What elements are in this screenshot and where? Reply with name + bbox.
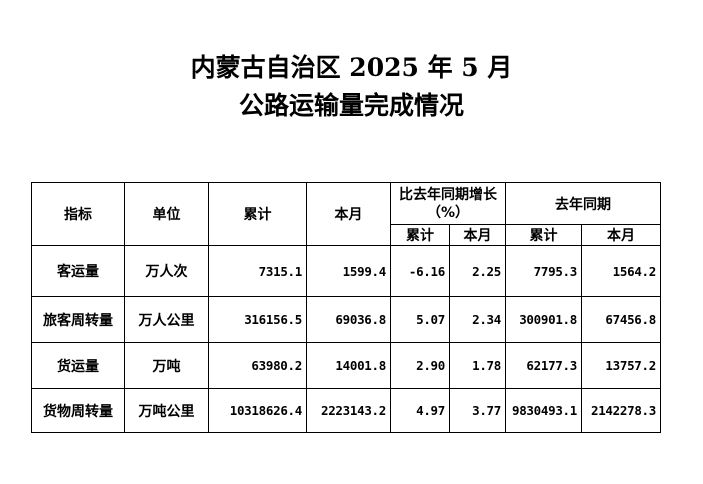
cell-unit: 万吨公里 [124,388,209,433]
table-row: 货物周转量 万吨公里 10318626.4 2223143.2 4.97 3.7… [31,388,661,433]
title-line-1: 内蒙古自治区 2025 年 5 月 [190,53,513,82]
header-last-year: 去年同期 [505,182,661,225]
cell-growth-cumulative: 2.90 [390,342,450,389]
header-row: 指标 单位 累计 本月 比去年同期增长（%） 去年同期 [31,182,661,246]
table-row: 货运量 万吨 63980.2 14001.8 2.90 1.78 62177.3… [31,342,661,389]
cell-ly-month: 2142278.3 [581,388,661,433]
cell-month: 1599.4 [306,245,391,297]
cell-ly-month: 1564.2 [581,245,661,297]
cell-cumulative: 63980.2 [208,342,307,389]
cell-ly-cumulative: 9830493.1 [505,388,582,433]
cell-unit: 万人次 [124,245,209,297]
cell-month: 2223143.2 [306,388,391,433]
header-growth: 比去年同期增长（%） [390,182,506,225]
subheader-ly-cumulative: 累计 [505,224,582,246]
header-cumulative: 累计 [208,182,307,246]
cell-growth-month: 2.34 [449,296,506,343]
cell-unit: 万人公里 [124,296,209,343]
subheader-growth-cumulative: 累计 [390,224,450,246]
title-line-2: 公路运输量完成情况 [238,91,464,120]
cell-cumulative: 316156.5 [208,296,307,343]
transport-table: 指标 单位 累计 本月 比去年同期增长（%） 去年同期 累计 本月 累计 本月 … [31,182,661,433]
cell-month: 14001.8 [306,342,391,389]
cell-indicator: 货物周转量 [31,388,125,433]
cell-unit: 万吨 [124,342,209,389]
cell-indicator: 客运量 [31,245,125,297]
cell-ly-month: 67456.8 [581,296,661,343]
cell-growth-cumulative: -6.16 [390,245,450,297]
cell-indicator: 旅客周转量 [31,296,125,343]
cell-cumulative: 10318626.4 [208,388,307,433]
cell-growth-month: 2.25 [449,245,506,297]
header-month: 本月 [306,182,391,246]
cell-indicator: 货运量 [31,342,125,389]
cell-cumulative: 7315.1 [208,245,307,297]
cell-growth-cumulative: 5.07 [390,296,450,343]
header-unit: 单位 [124,182,209,246]
cell-ly-month: 13757.2 [581,342,661,389]
cell-ly-cumulative: 300901.8 [505,296,582,343]
cell-ly-cumulative: 7795.3 [505,245,582,297]
cell-month: 69036.8 [306,296,391,343]
cell-growth-month: 1.78 [449,342,506,389]
cell-growth-month: 3.77 [449,388,506,433]
header-indicator: 指标 [31,182,125,246]
subheader-ly-month: 本月 [581,224,661,246]
subheader-growth-month: 本月 [449,224,506,246]
cell-growth-cumulative: 4.97 [390,388,450,433]
table-row: 客运量 万人次 7315.1 1599.4 -6.16 2.25 7795.3 … [31,245,661,297]
cell-ly-cumulative: 62177.3 [505,342,582,389]
table-row: 旅客周转量 万人公里 316156.5 69036.8 5.07 2.34 30… [31,296,661,343]
